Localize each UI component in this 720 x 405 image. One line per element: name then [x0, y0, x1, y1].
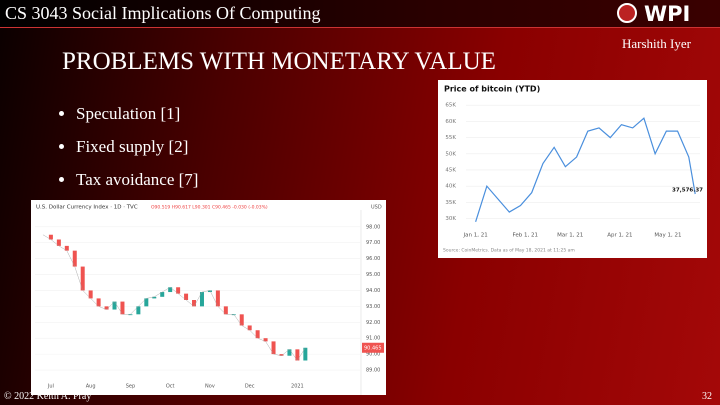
y-tick-label: 40K	[445, 184, 456, 190]
bullet: Tax avoidance [7]	[76, 170, 198, 190]
y-tick-label: 91.00	[366, 336, 380, 342]
ohlc-readout: O90.519 H90.617 L90.301 C90.465 -0.030 (…	[151, 205, 268, 211]
y-tick-label: 97.00	[366, 240, 380, 246]
y-tick-label: 96.00	[366, 256, 380, 262]
x-tick-label: Oct	[166, 384, 175, 390]
bullet-list: Speculation [1] Fixed supply [2] Tax avo…	[58, 104, 198, 203]
y-tick-label: 45K	[445, 167, 456, 173]
candle	[64, 245, 69, 251]
candle	[112, 301, 117, 310]
last-price-badge	[362, 342, 384, 353]
candle	[80, 266, 85, 291]
x-tick-label: Aug	[86, 384, 96, 390]
logo-seal	[617, 3, 637, 23]
x-tick-label: 2021	[291, 384, 304, 390]
x-tick-label: Dec	[245, 384, 255, 390]
footer-copyright: © 2022 Keith A. Pray	[4, 391, 92, 402]
y-tick-label: 55K	[445, 135, 456, 141]
chart-title: Price of bitcoin (YTD)	[444, 85, 540, 94]
source-note: Source: CoinMetrics. Data as of May 18, …	[443, 248, 575, 254]
candle	[239, 314, 244, 326]
slide-title: PROBLEMS WITH MONETARY VALUE	[62, 48, 496, 75]
author: Harshith Iyer	[622, 36, 691, 51]
y-tick-label: 50K	[445, 151, 456, 157]
candle	[231, 314, 236, 316]
candle	[215, 290, 220, 307]
x-tick-label: Jan 1, 21	[462, 233, 487, 239]
candle	[128, 314, 133, 316]
candle	[247, 325, 252, 331]
candle	[56, 239, 61, 246]
x-tick-label: Nov	[205, 384, 215, 390]
candle	[168, 287, 173, 293]
course-title: CS 3043 Social Implications Of Computing	[5, 3, 321, 23]
candle	[295, 349, 300, 361]
candle	[303, 347, 308, 361]
page-number: 32	[702, 391, 712, 402]
last-value-label: 37,576.37	[672, 188, 703, 194]
chart-title: U.S. Dollar Currency Index · 1D · TVC	[36, 205, 138, 211]
price-line	[475, 117, 696, 222]
candle	[72, 250, 77, 267]
x-tick-label: May 1, 21	[654, 233, 681, 239]
y-tick-label: 90.00	[366, 352, 380, 358]
candle	[223, 306, 228, 315]
candle	[184, 293, 189, 300]
x-tick-label: Feb 1, 21	[513, 233, 538, 239]
x-tick-label: Mar 1, 21	[557, 233, 583, 239]
candle	[263, 338, 268, 342]
candle	[144, 298, 149, 307]
candle	[255, 330, 260, 339]
y-tick-label: 65K	[445, 103, 456, 109]
candle	[88, 290, 93, 299]
unit-label: USD	[371, 205, 382, 211]
x-tick-label: Jul	[47, 384, 54, 390]
dollar-chart: U.S. Dollar Currency Index · 1D · TVC O90…	[31, 200, 386, 395]
y-tick-label: 95.00	[366, 272, 380, 278]
candle	[192, 300, 197, 307]
candle	[271, 341, 276, 355]
candle	[160, 292, 165, 297]
candle	[136, 306, 141, 315]
y-tick-label: 60K	[445, 119, 456, 125]
candle	[176, 287, 181, 294]
candle	[152, 296, 157, 299]
candle	[279, 354, 284, 356]
close-line	[42, 234, 306, 361]
last-price-label: 90.465	[364, 345, 382, 351]
candle	[287, 349, 292, 356]
bullet: Speculation [1]	[76, 104, 198, 124]
candle	[104, 306, 109, 310]
candle	[207, 290, 212, 293]
x-tick-label: Apr 1, 21	[607, 233, 632, 239]
candle	[199, 292, 204, 307]
candle	[96, 298, 101, 307]
header-bar	[0, 0, 720, 28]
y-tick-label: 30K	[445, 216, 456, 222]
y-tick-label: 94.00	[366, 288, 380, 294]
y-tick-label: 92.00	[366, 320, 380, 326]
y-tick-label: 35K	[445, 200, 456, 206]
logo: WPI	[644, 2, 691, 26]
y-tick-label: 89.00	[366, 368, 380, 374]
candle	[48, 234, 53, 240]
bitcoin-chart: Price of bitcoin (YTD) 30K 35K 40K 45K 50K 55K…	[438, 80, 707, 258]
y-tick-label: 93.00	[366, 304, 380, 310]
x-tick-label: Sep	[126, 384, 135, 390]
bullet: Fixed supply [2]	[76, 137, 198, 157]
candle	[120, 301, 125, 315]
y-tick-label: 98.00	[366, 224, 380, 230]
